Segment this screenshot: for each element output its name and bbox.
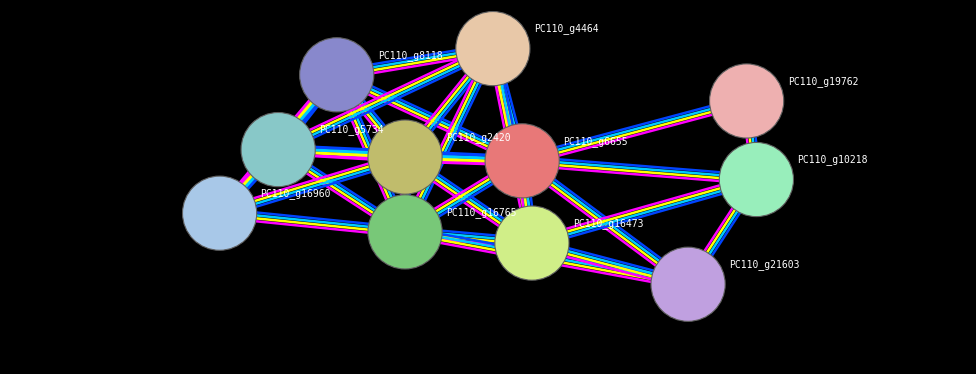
Text: PC110_g8118: PC110_g8118 bbox=[378, 50, 442, 61]
Ellipse shape bbox=[651, 247, 725, 321]
Ellipse shape bbox=[368, 120, 442, 194]
Text: PC110_g4464: PC110_g4464 bbox=[534, 24, 598, 34]
Text: PC110_g16473: PC110_g16473 bbox=[573, 218, 643, 229]
Text: PC110_g6655: PC110_g6655 bbox=[563, 136, 628, 147]
Text: PC110_g5734: PC110_g5734 bbox=[319, 125, 384, 135]
Text: PC110_g19762: PC110_g19762 bbox=[788, 76, 858, 87]
Ellipse shape bbox=[485, 124, 559, 198]
Ellipse shape bbox=[300, 38, 374, 112]
Ellipse shape bbox=[719, 142, 793, 217]
Text: PC110_g2420: PC110_g2420 bbox=[446, 132, 510, 143]
Ellipse shape bbox=[495, 206, 569, 280]
Ellipse shape bbox=[241, 113, 315, 187]
Text: PC110_g16765: PC110_g16765 bbox=[446, 207, 516, 218]
Ellipse shape bbox=[710, 64, 784, 138]
Ellipse shape bbox=[183, 176, 257, 250]
Text: PC110_g16960: PC110_g16960 bbox=[261, 188, 331, 199]
Ellipse shape bbox=[368, 195, 442, 269]
Text: PC110_g10218: PC110_g10218 bbox=[797, 154, 868, 165]
Text: PC110_g21603: PC110_g21603 bbox=[729, 259, 799, 270]
Ellipse shape bbox=[456, 12, 530, 86]
